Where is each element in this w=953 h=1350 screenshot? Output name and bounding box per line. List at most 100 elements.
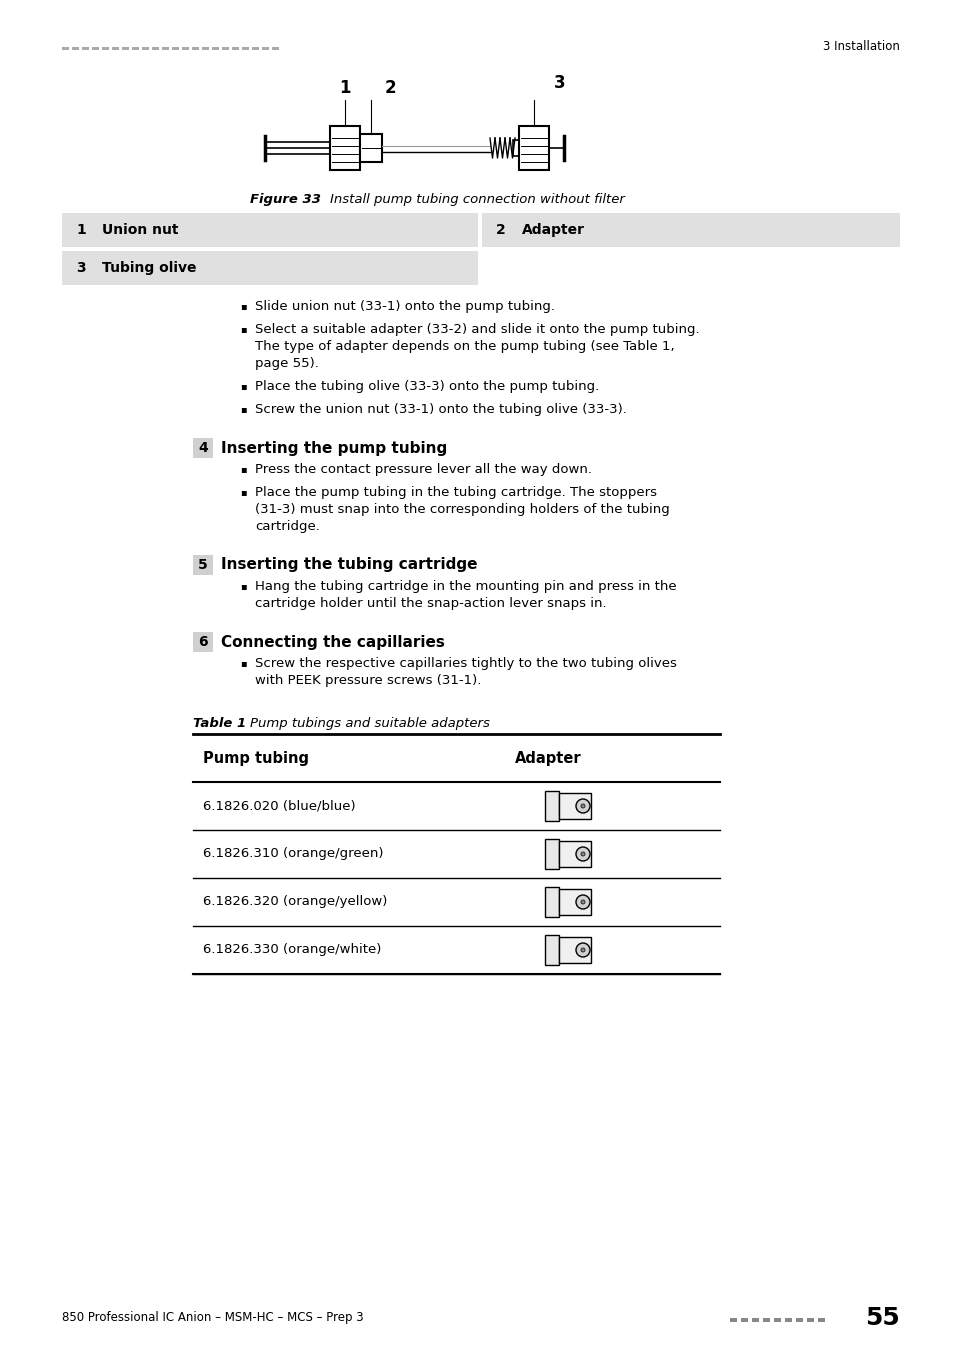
Text: 6.1826.320 (orange/yellow): 6.1826.320 (orange/yellow) bbox=[203, 895, 387, 909]
Bar bbox=[62, 47, 69, 50]
Text: Pump tubing: Pump tubing bbox=[203, 751, 309, 765]
Text: ▪: ▪ bbox=[240, 657, 247, 668]
Text: Install pump tubing connection without filter: Install pump tubing connection without f… bbox=[330, 193, 624, 207]
Text: Adapter: Adapter bbox=[515, 751, 581, 765]
Bar bbox=[330, 126, 359, 170]
Text: 3: 3 bbox=[76, 261, 86, 275]
Circle shape bbox=[580, 852, 584, 856]
Bar bbox=[762, 1318, 769, 1322]
Text: Pump tubings and suitable adapters: Pump tubings and suitable adapters bbox=[250, 717, 489, 730]
Bar bbox=[112, 47, 119, 50]
Bar bbox=[784, 1318, 791, 1322]
Text: with PEEK pressure screws (31-1).: with PEEK pressure screws (31-1). bbox=[254, 674, 481, 687]
Text: 1: 1 bbox=[76, 223, 86, 238]
Text: ▪: ▪ bbox=[240, 381, 247, 392]
Text: 6.1826.310 (orange/green): 6.1826.310 (orange/green) bbox=[203, 848, 383, 860]
Bar bbox=[162, 47, 169, 50]
Text: ▪: ▪ bbox=[240, 580, 247, 591]
Bar bbox=[152, 47, 159, 50]
Bar bbox=[62, 213, 477, 247]
Bar bbox=[817, 1318, 824, 1322]
Bar bbox=[773, 1318, 781, 1322]
Text: 6.1826.330 (orange/white): 6.1826.330 (orange/white) bbox=[203, 944, 381, 957]
Bar bbox=[544, 887, 558, 917]
Text: Press the contact pressure lever all the way down.: Press the contact pressure lever all the… bbox=[254, 463, 592, 477]
Text: Inserting the pump tubing: Inserting the pump tubing bbox=[221, 440, 447, 455]
Bar bbox=[806, 1318, 813, 1322]
Bar bbox=[544, 936, 558, 965]
Text: 6: 6 bbox=[198, 634, 208, 649]
Bar bbox=[359, 134, 381, 162]
Text: Tubing olive: Tubing olive bbox=[102, 261, 196, 275]
Bar bbox=[192, 47, 199, 50]
Text: (31-3) must snap into the corresponding holders of the tubing: (31-3) must snap into the corresponding … bbox=[254, 504, 669, 516]
Text: Select a suitable adapter (33-2) and slide it onto the pump tubing.: Select a suitable adapter (33-2) and sli… bbox=[254, 323, 699, 336]
Bar bbox=[558, 937, 590, 963]
Bar bbox=[222, 47, 229, 50]
Circle shape bbox=[580, 948, 584, 952]
Text: Place the tubing olive (33-3) onto the pump tubing.: Place the tubing olive (33-3) onto the p… bbox=[254, 379, 598, 393]
Text: ▪: ▪ bbox=[240, 464, 247, 474]
Text: cartridge.: cartridge. bbox=[254, 520, 319, 533]
Bar bbox=[102, 47, 109, 50]
Bar bbox=[518, 126, 548, 170]
Bar bbox=[122, 47, 129, 50]
Text: Screw the respective capillaries tightly to the two tubing olives: Screw the respective capillaries tightly… bbox=[254, 657, 677, 670]
Circle shape bbox=[576, 799, 589, 813]
Bar bbox=[62, 251, 477, 285]
Bar bbox=[193, 632, 213, 652]
Bar bbox=[729, 1318, 737, 1322]
Bar bbox=[751, 1318, 759, 1322]
Bar bbox=[193, 555, 213, 575]
Bar bbox=[232, 47, 239, 50]
Circle shape bbox=[580, 805, 584, 809]
Text: Slide union nut (33-1) onto the pump tubing.: Slide union nut (33-1) onto the pump tub… bbox=[254, 300, 555, 313]
Bar bbox=[795, 1318, 802, 1322]
Circle shape bbox=[576, 846, 589, 861]
Bar bbox=[71, 47, 79, 50]
Text: Adapter: Adapter bbox=[521, 223, 584, 238]
Bar bbox=[558, 890, 590, 915]
Bar bbox=[91, 47, 99, 50]
Text: Connecting the capillaries: Connecting the capillaries bbox=[221, 634, 444, 649]
Bar bbox=[212, 47, 219, 50]
Bar bbox=[132, 47, 139, 50]
Bar bbox=[242, 47, 249, 50]
Text: ▪: ▪ bbox=[240, 404, 247, 414]
Text: 6.1826.020 (blue/blue): 6.1826.020 (blue/blue) bbox=[203, 799, 355, 813]
Text: page 55).: page 55). bbox=[254, 356, 318, 370]
Text: 5: 5 bbox=[198, 558, 208, 572]
Text: 850 Professional IC Anion – MSM-HC – MCS – Prep 3: 850 Professional IC Anion – MSM-HC – MCS… bbox=[62, 1311, 363, 1324]
Bar bbox=[513, 140, 518, 157]
Bar bbox=[481, 213, 899, 247]
Bar bbox=[172, 47, 179, 50]
Bar bbox=[142, 47, 149, 50]
Bar bbox=[193, 437, 213, 458]
Bar bbox=[272, 47, 278, 50]
Bar bbox=[182, 47, 189, 50]
Text: Inserting the tubing cartridge: Inserting the tubing cartridge bbox=[221, 558, 477, 572]
Bar bbox=[740, 1318, 747, 1322]
Text: 2: 2 bbox=[496, 223, 505, 238]
Circle shape bbox=[580, 900, 584, 904]
Bar bbox=[202, 47, 209, 50]
Text: 55: 55 bbox=[864, 1305, 899, 1330]
Bar bbox=[558, 841, 590, 867]
Text: Screw the union nut (33-1) onto the tubing olive (33-3).: Screw the union nut (33-1) onto the tubi… bbox=[254, 404, 626, 416]
Text: ▪: ▪ bbox=[240, 301, 247, 310]
Text: ▪: ▪ bbox=[240, 324, 247, 333]
Text: Union nut: Union nut bbox=[102, 223, 178, 238]
Text: 2: 2 bbox=[384, 80, 395, 97]
Bar bbox=[544, 791, 558, 821]
Text: 3: 3 bbox=[554, 74, 565, 92]
Circle shape bbox=[576, 895, 589, 909]
Text: Figure 33: Figure 33 bbox=[250, 193, 320, 207]
Text: 1: 1 bbox=[339, 80, 351, 97]
Bar bbox=[558, 792, 590, 819]
Text: Hang the tubing cartridge in the mounting pin and press in the: Hang the tubing cartridge in the mountin… bbox=[254, 580, 676, 593]
Text: 4: 4 bbox=[198, 441, 208, 455]
Text: ▪: ▪ bbox=[240, 487, 247, 497]
Bar bbox=[82, 47, 89, 50]
Bar bbox=[252, 47, 258, 50]
Text: cartridge holder until the snap-action lever snaps in.: cartridge holder until the snap-action l… bbox=[254, 597, 606, 610]
